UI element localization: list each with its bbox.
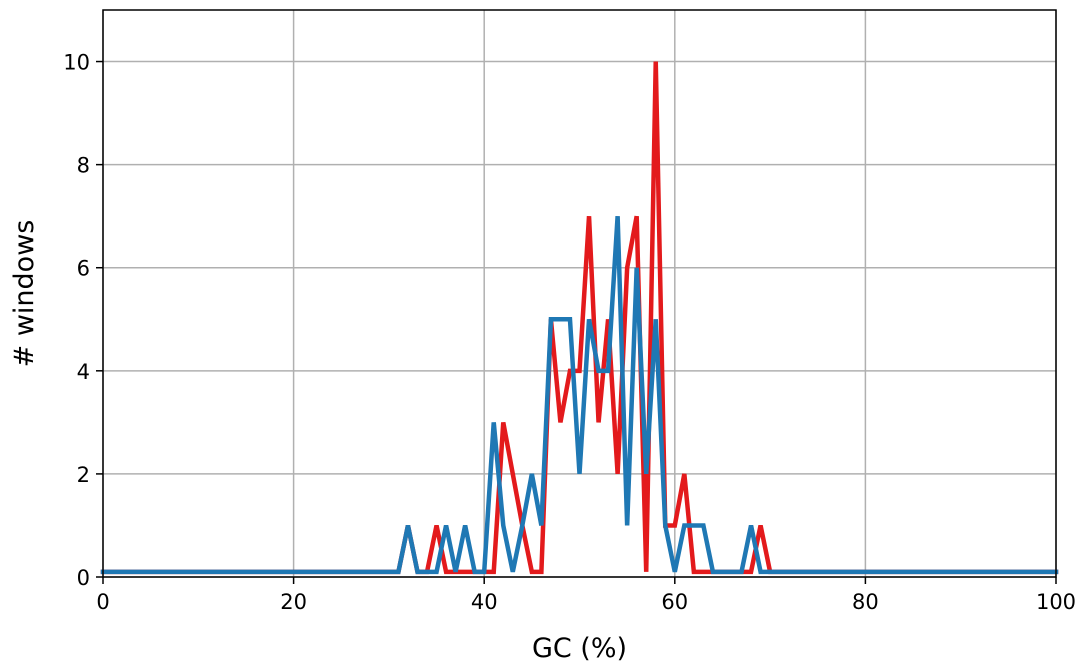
- y-tick-label: 10: [63, 51, 90, 75]
- x-tick-label: 20: [280, 590, 307, 614]
- x-tick-label: 0: [96, 590, 109, 614]
- y-axis-label: # windows: [9, 220, 40, 368]
- plot-frame: [102, 9, 1057, 578]
- ticks: 0 20 40 60 80 100 0 2 4 6 8 10: [63, 51, 1076, 614]
- y-tick-label: 8: [77, 154, 90, 178]
- y-tick-label: 2: [77, 463, 90, 487]
- y-tick-label: 0: [77, 566, 90, 590]
- x-tick-label: 60: [661, 590, 688, 614]
- y-tick-label: 4: [77, 360, 90, 384]
- x-axis-label: GC (%): [532, 633, 627, 662]
- series-line-2: [100, 216, 1059, 575]
- series-layer: [100, 61, 1059, 575]
- y-tick-label: 6: [77, 257, 90, 281]
- x-tick-label: 100: [1036, 590, 1076, 614]
- x-tick-label: 80: [852, 590, 879, 614]
- x-tick-label: 40: [471, 590, 498, 614]
